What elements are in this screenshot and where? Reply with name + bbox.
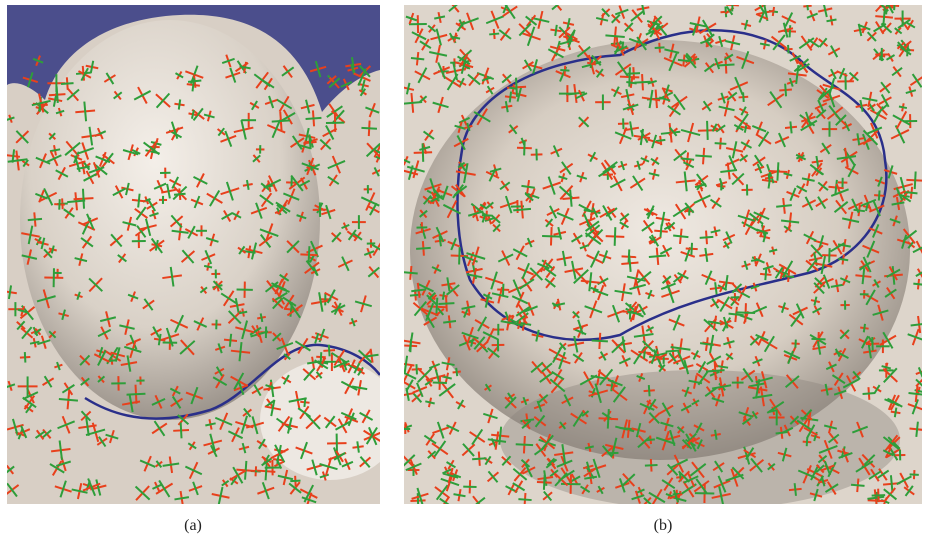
direction-green — [516, 444, 533, 445]
panel-a-image — [0, 5, 400, 509]
direction-green — [306, 118, 322, 119]
direction-green — [681, 158, 694, 159]
direction-green — [790, 121, 791, 133]
direction-green — [656, 140, 665, 141]
direction-green — [864, 324, 865, 332]
direction-green — [660, 224, 661, 237]
direction-green — [304, 398, 305, 407]
direction-green — [915, 172, 916, 190]
direction-green — [707, 121, 708, 140]
direction-green — [829, 248, 830, 263]
direction-green — [795, 483, 796, 496]
caption: (a) — [184, 517, 202, 534]
direction-green — [715, 143, 727, 144]
direction-green — [629, 67, 630, 86]
direction-green — [416, 248, 431, 249]
tooth-crown — [20, 20, 320, 420]
direction-green — [777, 162, 778, 180]
direction-green — [913, 284, 923, 285]
direction-green — [645, 465, 658, 466]
direction-green — [28, 219, 42, 220]
direction-green — [695, 156, 711, 157]
direction-green — [615, 227, 616, 246]
direction-green — [416, 364, 417, 374]
direction-green — [906, 192, 918, 193]
direction-green — [179, 99, 180, 109]
direction-green — [524, 141, 525, 156]
direction-green — [769, 174, 770, 182]
direction-green — [489, 34, 499, 35]
direction-green — [459, 247, 460, 264]
direction-green — [61, 83, 73, 84]
direction-green — [472, 458, 486, 459]
direction-green — [423, 143, 424, 161]
direction-green — [807, 2, 808, 10]
direction-green — [361, 128, 377, 129]
direction-green — [509, 88, 517, 89]
direction-green — [706, 370, 725, 371]
direction-green — [59, 199, 60, 209]
direction-green — [329, 345, 330, 357]
direction-green — [181, 423, 182, 439]
direction-green — [174, 194, 186, 195]
figure: (a) (b) — [0, 0, 927, 545]
direction-green — [25, 352, 26, 362]
direction-green — [443, 292, 444, 300]
direction-green — [83, 189, 84, 209]
direction-green — [863, 393, 876, 394]
direction-green — [560, 70, 569, 71]
direction-green — [418, 493, 419, 508]
direction-green — [510, 92, 511, 103]
direction-green — [691, 243, 692, 255]
direction-green — [516, 78, 517, 97]
caption: (b) — [654, 517, 673, 534]
direction-green — [678, 60, 690, 61]
direction-green — [411, 58, 424, 59]
direction-green — [309, 246, 310, 263]
direction-green — [290, 481, 300, 482]
direction-green — [230, 334, 231, 347]
direction-green — [438, 303, 454, 304]
direction-green — [736, 312, 755, 313]
direction-green — [592, 340, 608, 341]
direction-green — [272, 120, 290, 121]
direction-green — [655, 47, 665, 48]
direction-green — [309, 136, 310, 149]
direction-green — [666, 350, 681, 351]
direction-green — [518, 499, 531, 500]
direction-green — [646, 439, 655, 440]
direction-green — [608, 409, 609, 429]
direction-green — [732, 0, 733, 11]
direction-green — [544, 475, 545, 490]
direction-green — [785, 84, 786, 97]
direction-green — [57, 86, 58, 102]
panel-b-image — [394, 0, 927, 515]
direction-green — [649, 385, 650, 396]
direction-green — [765, 269, 766, 280]
direction-green — [634, 82, 650, 83]
direction-green — [851, 485, 864, 486]
direction-green — [266, 462, 267, 480]
direction-green — [854, 210, 865, 211]
direction-green — [404, 272, 418, 273]
direction-green — [838, 259, 848, 260]
direction-green — [751, 260, 759, 261]
direction-green — [879, 190, 880, 200]
direction-green — [542, 236, 560, 237]
direction-green — [717, 65, 734, 66]
direction-green — [456, 368, 457, 376]
direction-green — [700, 237, 714, 238]
direction-green — [894, 1, 895, 10]
direction-green — [807, 438, 808, 447]
direction-green — [790, 25, 791, 37]
